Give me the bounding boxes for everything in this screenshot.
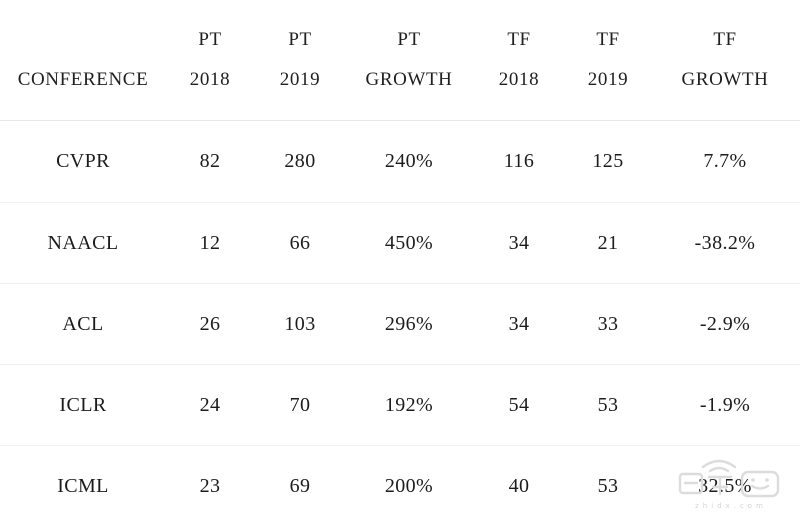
table-row-icml: ICML 23 69 200% 40 53 32.5%: [0, 445, 800, 524]
header-tf-2019-group: TF: [596, 29, 620, 50]
header-tf-2018-year: 2018: [498, 69, 540, 90]
header-pt-growth: PT GROWTH: [346, 20, 472, 100]
table-row-cvpr: CVPR 82 280 240% 116 125 7.7%: [0, 121, 800, 202]
cell-pt-growth: 240%: [384, 150, 434, 172]
cell-conference: CVPR: [56, 150, 110, 172]
header-conference-top: [0, 20, 166, 60]
cell-pt-2019: 280: [284, 150, 316, 172]
header-pt-2018-group: PT: [198, 29, 222, 50]
cell-tf-growth: 32.5%: [698, 474, 752, 497]
cell-pt-2018: 26: [199, 312, 221, 335]
cell-tf-2018: 34: [508, 312, 530, 335]
cell-pt-2018: 23: [199, 474, 221, 497]
header-pt-2018-year: 2018: [189, 69, 231, 90]
header-tf-2018: TF 2018: [472, 20, 566, 100]
header-pt-2019-group: PT: [288, 29, 312, 50]
cell-tf-growth: -1.9%: [699, 393, 751, 416]
header-tf-2019-year: 2019: [587, 69, 629, 90]
cell-pt-growth: 296%: [384, 312, 434, 335]
cell-conference: ICLR: [59, 393, 107, 416]
header-tf-2019: TF 2019: [566, 20, 650, 100]
header-pt-growth-label: GROWTH: [365, 69, 453, 90]
cell-pt-2018: 12: [199, 231, 221, 254]
header-pt-2019-year: 2019: [279, 69, 321, 90]
cell-tf-growth: -38.2%: [694, 231, 756, 254]
table-row-acl: ACL 26 103 296% 34 33 -2.9%: [0, 283, 800, 364]
header-tf-growth-label: GROWTH: [681, 69, 769, 90]
cell-pt-growth: 192%: [384, 393, 434, 416]
cell-pt-2019: 66: [289, 231, 311, 254]
header-tf-growth-group: TF: [713, 29, 737, 50]
cell-tf-2019: 33: [597, 312, 619, 335]
header-tf-2018-group: TF: [507, 29, 531, 50]
cell-tf-growth: -2.9%: [699, 312, 751, 335]
cell-tf-2018: 116: [503, 150, 535, 172]
cell-conference: NAACL: [47, 231, 119, 254]
header-tf-growth: TF GROWTH: [650, 20, 800, 100]
cell-pt-growth: 200%: [384, 474, 434, 497]
header-pt-growth-group: PT: [397, 29, 421, 50]
header-conference: CONFERENCE: [0, 20, 166, 100]
cell-tf-2019: 53: [597, 474, 619, 497]
table-row-naacl: NAACL 12 66 450% 34 21 -38.2%: [0, 202, 800, 283]
cell-pt-2018: 24: [199, 393, 221, 416]
cell-tf-growth: 7.7%: [703, 150, 747, 172]
header-conference-label: CONFERENCE: [17, 69, 149, 90]
cell-pt-growth: 450%: [384, 231, 434, 254]
cell-conference: ICML: [57, 474, 109, 497]
cell-pt-2019: 69: [289, 474, 311, 497]
cell-tf-2019: 125: [592, 150, 624, 172]
cell-pt-2018: 82: [199, 150, 221, 172]
cell-pt-2019: 103: [284, 312, 316, 335]
cell-tf-2018: 54: [508, 393, 530, 416]
cell-conference: ACL: [62, 312, 104, 335]
cell-tf-2018: 34: [508, 231, 530, 254]
table-header-row: CONFERENCE PT 2018 PT 2019 PT GROWTH TF …: [0, 0, 800, 121]
cell-tf-2019: 53: [597, 393, 619, 416]
header-pt-2018: PT 2018: [166, 20, 254, 100]
header-pt-2019: PT 2019: [254, 20, 346, 100]
cell-pt-2019: 70: [289, 393, 311, 416]
cell-tf-2019: 21: [597, 231, 619, 254]
cell-tf-2018: 40: [508, 474, 530, 497]
table-row-iclr: ICLR 24 70 192% 54 53 -1.9%: [0, 364, 800, 445]
